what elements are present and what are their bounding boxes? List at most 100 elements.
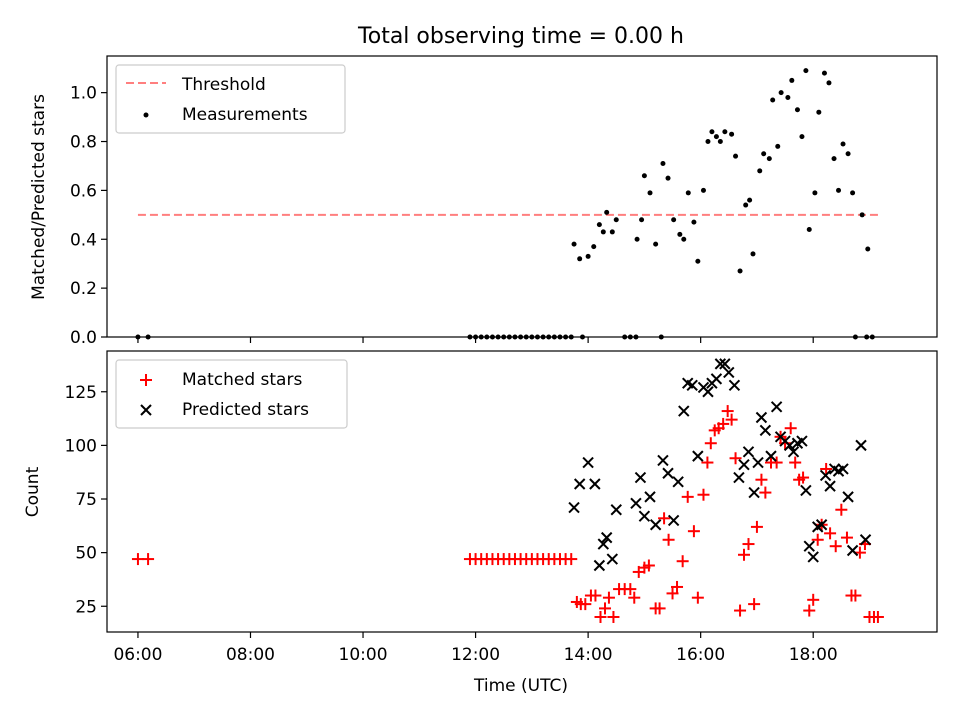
measurement-point <box>785 95 791 101</box>
y-tick-label: 100 <box>65 436 97 456</box>
matched-star-point <box>811 533 824 546</box>
measurement-point <box>778 90 784 96</box>
matched-star-point <box>829 540 842 553</box>
matched-star-point <box>602 591 615 604</box>
y-tick-label: 50 <box>75 544 97 564</box>
matched-star-point <box>717 417 730 430</box>
measurement-point <box>591 244 597 250</box>
matched-star-point <box>642 559 655 572</box>
x-tick-label: 10:00 <box>339 645 388 665</box>
measurement-point <box>705 139 711 145</box>
matched-star-point <box>840 531 853 544</box>
x-tick-label: 18:00 <box>789 645 838 665</box>
matched-star-point <box>807 593 820 606</box>
matched-star-point <box>803 604 816 617</box>
measurement-point <box>677 231 683 237</box>
measurement-point <box>816 109 822 115</box>
measurement-point <box>596 222 602 228</box>
measurement-point <box>729 131 735 137</box>
bottom-y-axis-label: Count <box>23 466 43 517</box>
top-y-axis-label: Matched/Predicted stars <box>29 94 49 300</box>
top-y-axis-ticks: 0.0 0.2 0.4 0.6 0.8 1.0 <box>70 84 107 348</box>
bottom-legend-box <box>115 359 348 429</box>
matched-star-point <box>704 437 717 450</box>
x-tick-label: 14:00 <box>564 645 613 665</box>
matched-star-point <box>770 456 783 469</box>
matched-star-point <box>697 488 710 501</box>
predicted-star-point <box>638 510 651 522</box>
predicted-star-point <box>728 379 741 392</box>
predicted-star-point <box>593 559 606 572</box>
predicted-star-point <box>606 553 619 565</box>
y-tick-label: 0.8 <box>70 133 97 153</box>
matched-star-point <box>676 555 689 568</box>
predicted-star-point <box>634 471 647 484</box>
predicted-star-point <box>742 446 755 458</box>
measurement-point <box>836 187 842 193</box>
measurement-point <box>845 151 851 157</box>
matched-star-point <box>671 580 684 593</box>
matched-star-point <box>687 525 700 538</box>
matched-star-point <box>666 587 679 600</box>
matched-star-point <box>820 462 833 475</box>
predicted-star-point <box>657 454 669 467</box>
matched-star-point <box>594 610 607 623</box>
legend-threshold-label: Threshold <box>181 75 266 95</box>
measurement-point <box>665 175 671 181</box>
matched-stars-points <box>131 405 884 623</box>
predicted-star-point <box>686 379 698 392</box>
measurement-point <box>713 134 719 140</box>
bottom-panel: 25 50 75 100 125 06:00 08:00 10:00 12:00 14:00 16… <box>23 350 938 696</box>
bottom-plot-frame <box>106 350 938 633</box>
legend-matched-swatch <box>140 374 152 386</box>
matched-star-point <box>691 591 704 604</box>
measurement-point <box>671 217 677 223</box>
measurement-point <box>695 258 701 264</box>
matched-star-point <box>589 589 602 602</box>
matched-star-point <box>835 503 848 516</box>
matched-star-point <box>142 553 155 566</box>
measurement-point <box>803 68 809 74</box>
top-x-axis-ticks <box>137 337 814 343</box>
predicted-star-point <box>649 519 662 531</box>
matched-star-point <box>658 512 671 525</box>
y-tick-label: 0.6 <box>70 181 97 201</box>
predicted-star-point <box>842 491 854 503</box>
predicted-star-point <box>803 540 815 552</box>
x-tick-label: 12:00 <box>451 645 500 665</box>
predicted-star-point <box>770 401 783 413</box>
measurement-point <box>585 253 591 259</box>
measurement-point <box>634 236 640 242</box>
predicted-star-point <box>733 471 745 484</box>
predicted-stars-points <box>568 358 872 572</box>
measurement-point <box>577 256 583 262</box>
predicted-star-point <box>752 456 764 469</box>
measurement-point <box>660 161 666 167</box>
measurement-point <box>826 80 832 86</box>
measurement-point <box>831 156 837 162</box>
measurement-point <box>859 212 865 218</box>
measurement-point <box>840 141 846 147</box>
measurement-point <box>681 236 687 242</box>
measurement-point <box>743 202 749 208</box>
top-plot-frame <box>106 55 938 338</box>
matched-star-point <box>737 548 750 561</box>
measurement-point <box>733 153 739 159</box>
top-panel: 0.0 0.2 0.4 0.6 0.8 1.0 Matched/Predicted sta… <box>29 55 938 348</box>
y-tick-label: 125 <box>65 383 97 403</box>
measurement-point <box>717 139 723 145</box>
measurement-point <box>571 241 577 247</box>
measurement-point <box>750 251 756 257</box>
measurement-point <box>685 190 691 196</box>
predicted-star-point <box>589 478 601 490</box>
matched-star-point <box>624 583 637 596</box>
matched-star-point <box>759 486 772 499</box>
measurement-point <box>609 229 615 235</box>
matched-star-point <box>579 598 592 611</box>
measurement-point <box>761 151 767 157</box>
chart-title: Total observing time = 0.00 h <box>357 24 684 49</box>
y-tick-label: 0.4 <box>70 230 97 250</box>
measurement-point <box>600 229 606 235</box>
predicted-star-point <box>787 446 800 458</box>
